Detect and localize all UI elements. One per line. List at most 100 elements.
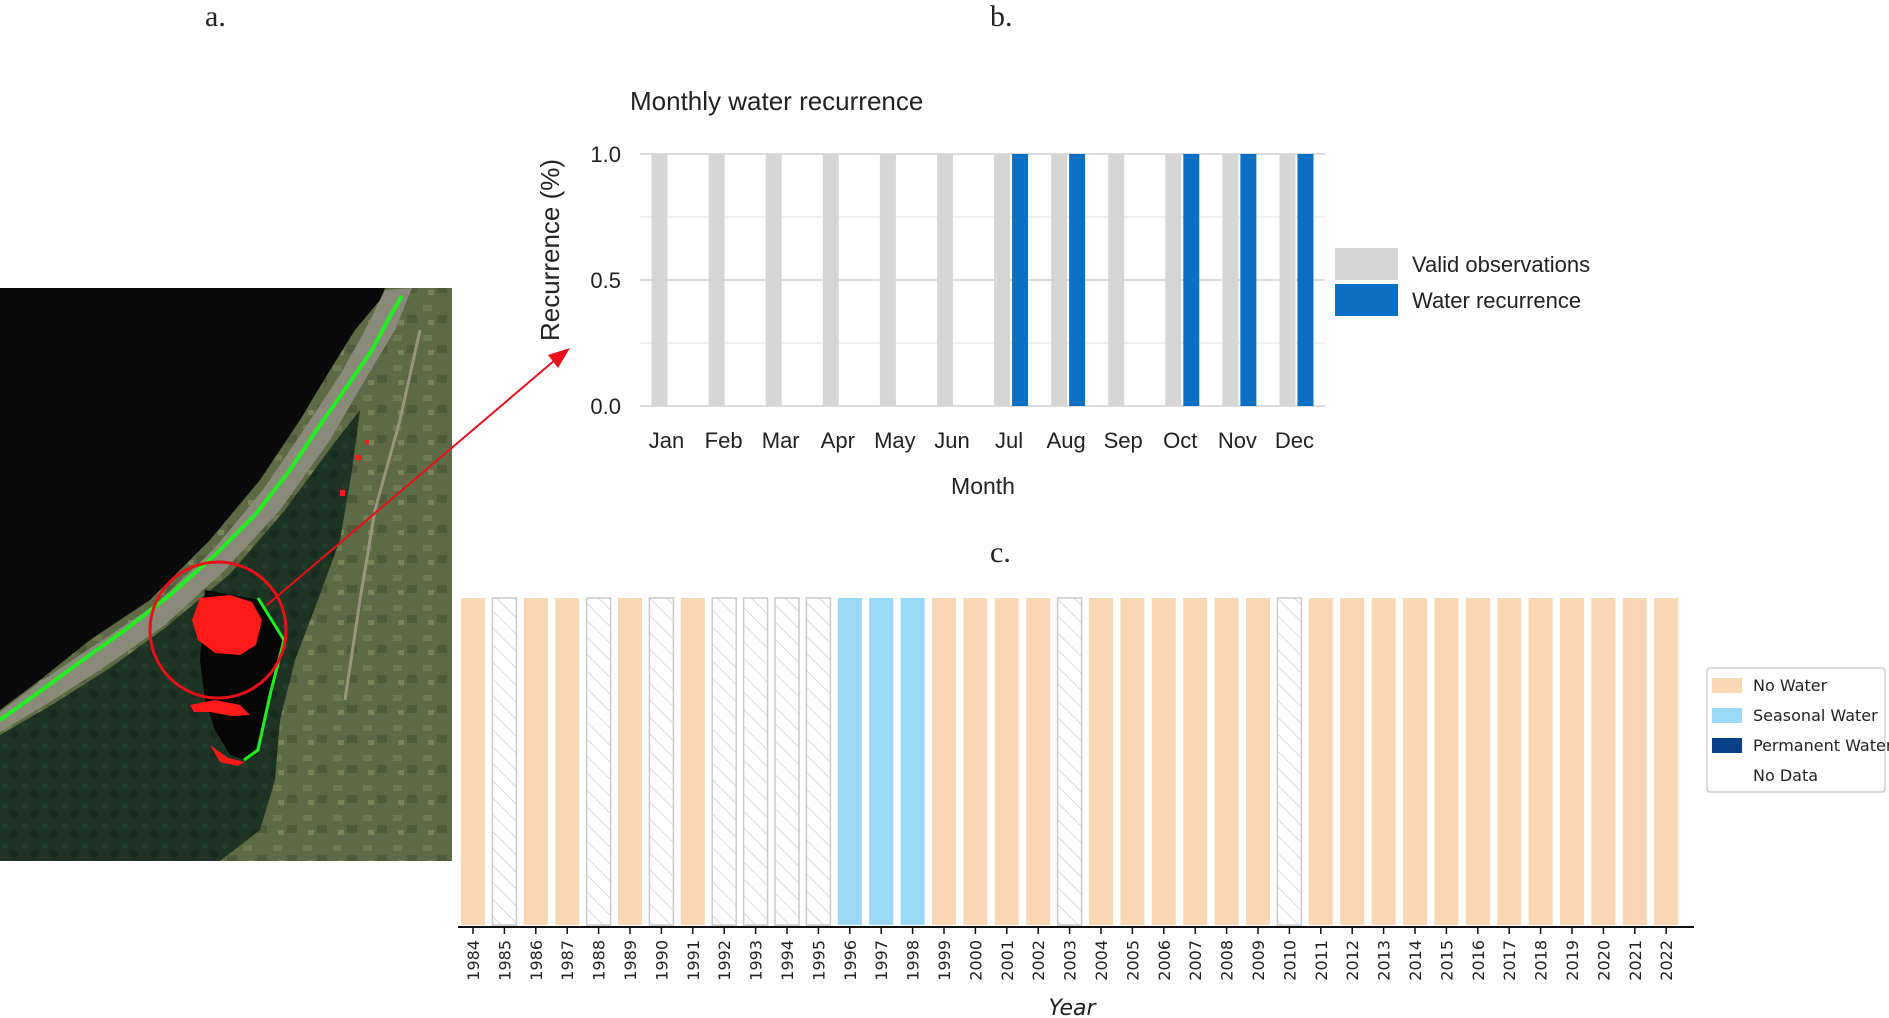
panel-label-a: a.: [205, 0, 226, 33]
chart-b-xtick-label: Oct: [1163, 428, 1197, 453]
chart-c-bar-no-water: [555, 598, 580, 925]
chart-c-bar-no-data: [585, 597, 612, 926]
chart-c-legend-box: [1706, 667, 1886, 793]
chart-b-xtick-label: Apr: [821, 428, 855, 453]
chart-c-bar-no-data: [805, 597, 832, 926]
chart-c-legend-swatch: [1712, 678, 1742, 693]
chart-b-xlabel: Month: [951, 473, 1015, 499]
chart-b-bar-water-recurrence: [1240, 154, 1257, 406]
chart-c-bar-no-water: [1654, 598, 1679, 925]
chart-c-xtick-label: 2016: [1469, 940, 1488, 981]
chart-c-bar-no-water: [994, 598, 1019, 925]
chart-c-bar-no-water: [1151, 598, 1176, 925]
chart-c-legend-swatch: [1712, 738, 1742, 753]
chart-c-bar-no-water: [1340, 598, 1365, 925]
chart-b-legend-label: Water recurrence: [1412, 288, 1581, 313]
panel-label-b: b.: [990, 0, 1013, 33]
chart-c-xtick-label: 1984: [464, 940, 483, 981]
chart-c-xtick-label: 1999: [935, 940, 954, 981]
chart-c-bar-no-water: [1308, 598, 1333, 925]
chart-c-xtick-label: 1989: [621, 940, 640, 981]
chart-b-xtick-label: Sep: [1104, 428, 1143, 453]
panel-label-c: c.: [990, 536, 1011, 569]
chart-c-xtick-label: 2020: [1594, 940, 1613, 981]
chart-b-bar-valid-observations: [1222, 154, 1239, 406]
chart-c-xtick-label: 2010: [1280, 940, 1299, 981]
chart-c-legend-label: No Data: [1753, 766, 1818, 785]
chart-c-bar-no-data: [1276, 597, 1303, 926]
chart-b-bar-valid-observations: [879, 154, 896, 406]
chart-c-bar-no-water: [1591, 598, 1616, 925]
chart-c-xtick-label: 2001: [998, 940, 1017, 981]
chart-b-xtick-label: Nov: [1218, 428, 1257, 453]
chart-c-bar-seasonal-water: [900, 598, 925, 925]
chart-b-xtick-label: Dec: [1275, 428, 1314, 453]
chart-b-xtick-label: Aug: [1047, 428, 1086, 453]
connector-arrow-head: [548, 348, 570, 368]
chart-c-bar-no-data: [648, 597, 675, 926]
chart-c-xtick-label: 2009: [1249, 940, 1268, 981]
chart-c-xtick-label: 2005: [1123, 940, 1142, 981]
chart-b-xtick-label: Mar: [762, 428, 800, 453]
negative-change-area: [190, 440, 369, 766]
chart-b-bar-water-recurrence: [1012, 154, 1029, 406]
chart-c-xtick-label: 1990: [652, 940, 671, 981]
chart-b-xtick-label: Jan: [649, 428, 684, 453]
chart-c-xtick-label: 2006: [1155, 940, 1174, 981]
chart-b-title: Monthly water recurrence: [630, 86, 923, 116]
chart-b-ytick-label: 0.0: [590, 394, 621, 419]
chart-b-bar-valid-observations: [1279, 154, 1296, 406]
chart-c-bar-no-water: [1120, 598, 1145, 925]
chart-c-xtick-label: 2018: [1532, 940, 1551, 981]
chart-c-bar-no-water: [1089, 598, 1113, 925]
chart-c-bar-no-water: [932, 598, 956, 925]
chart-c-bar-no-water: [680, 598, 705, 925]
chart-c-xtick-label: 1992: [715, 940, 734, 981]
chart-c-xtick-label: 1988: [590, 940, 609, 981]
chart-b-bar-water-recurrence: [1069, 154, 1086, 406]
chart-c-bar-no-water: [1214, 598, 1239, 925]
chart-c-bar-no-water: [1403, 598, 1427, 925]
chart-c-xtick-label: 2003: [1061, 940, 1080, 981]
chart-c-bar-no-water: [618, 598, 642, 925]
chart-b-bar-valid-observations: [708, 154, 725, 406]
chart-c-xtick-label: 2022: [1657, 940, 1676, 981]
chart-c-bar-no-water: [1183, 598, 1208, 925]
chart-b-bar-valid-observations: [1051, 154, 1068, 406]
chart-c-bar-no-water: [523, 598, 548, 925]
coastline-positive-change: [0, 294, 404, 722]
chart-c-bar-no-water: [1560, 598, 1584, 925]
chart-c-xtick-label: 1987: [558, 940, 577, 981]
chart-c-xtick-label: 1995: [809, 940, 828, 981]
chart-b-bar-valid-observations: [994, 154, 1011, 406]
chart-b-bar-valid-observations: [765, 154, 782, 406]
chart-c-xtick-label: 2011: [1312, 940, 1331, 981]
chart-c-xlabel: Year: [1048, 996, 1097, 1018]
chart-c-xtick-label: 2004: [1092, 940, 1111, 981]
chart-c-xtick-label: 2008: [1218, 940, 1237, 981]
chart-c-legend-swatch: [1712, 708, 1742, 723]
chart-c-bar-seasonal-water: [837, 598, 862, 925]
chart-b-ytick-label: 1.0: [590, 142, 621, 167]
chart-b-legend-swatch: [1335, 284, 1398, 316]
connector-arrow-line: [266, 359, 556, 606]
chart-c-xtick-label: 2019: [1563, 940, 1582, 981]
chart-c-legend-label: No Water: [1753, 676, 1828, 695]
chart-c-xtick-label: 1986: [527, 940, 546, 981]
chart-b-legend-swatch: [1335, 248, 1398, 280]
chart-c-bar-seasonal-water: [869, 598, 894, 925]
chart-c-bar-no-data: [742, 597, 769, 926]
chart-b-xtick-label: Jul: [995, 428, 1023, 453]
chart-c-bar-no-data: [711, 597, 737, 926]
chart-c-bar-no-data: [774, 597, 800, 926]
chart-c-xtick-label: 2012: [1343, 940, 1362, 981]
chart-c-bar-no-data: [1056, 597, 1083, 926]
chart-b-ylabel: Recurrence (%): [535, 159, 565, 341]
chart-c-xtick-label: 2021: [1626, 940, 1645, 981]
chart-c-bar-no-water: [1026, 598, 1051, 925]
chart-c-bar-no-water: [1497, 598, 1522, 925]
chart-c-bar-no-water: [1246, 598, 1270, 925]
chart-c-legend-label: Permanent Water: [1753, 736, 1889, 755]
